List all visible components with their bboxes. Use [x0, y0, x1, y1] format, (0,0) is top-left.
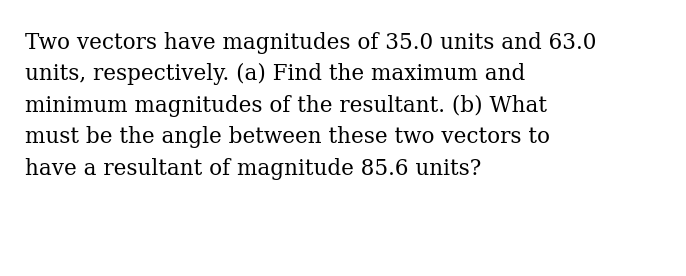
Text: Two vectors have magnitudes of 35.0 units and 63.0
units, respectively. (a) Find: Two vectors have magnitudes of 35.0 unit… — [25, 32, 596, 180]
